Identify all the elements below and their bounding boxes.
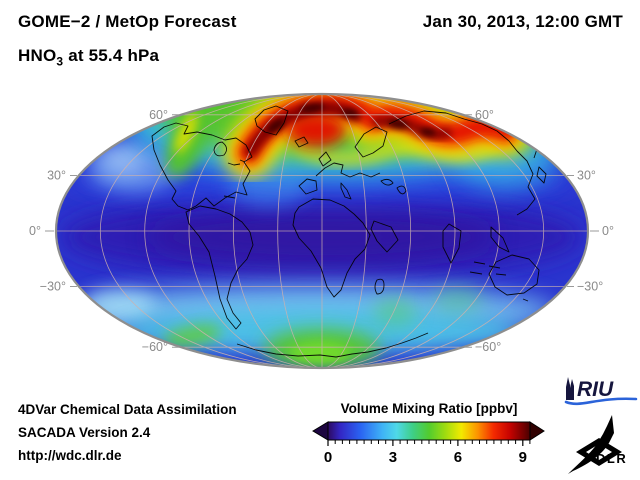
- page-title: GOME−2 / MetOp Forecast: [18, 12, 237, 32]
- dlr-arrow-icon: [568, 415, 614, 474]
- colorbar-title: Volume Mixing Ratio [ppbv]: [341, 401, 518, 416]
- lat-label-left-30n: 30°: [47, 169, 66, 183]
- lat-label-right-30s: −30°: [577, 280, 603, 294]
- lat-label-left-60s: −60°: [142, 340, 168, 354]
- dlr-logo: DLR: [568, 415, 627, 474]
- colorbar: Volume Mixing Ratio [ppbv] 0 3 6 9: [312, 401, 545, 466]
- riu-logo: RIU: [564, 377, 638, 406]
- datetime-label: Jan 30, 2013, 12:00 GMT: [422, 12, 623, 31]
- colorbar-left-arrow: [312, 421, 329, 441]
- species-subscript: 3: [56, 54, 64, 69]
- latitude-ticks: [45, 114, 599, 348]
- lat-label-right-0: 0°: [602, 224, 614, 238]
- colorbar-tick-6: 6: [454, 449, 462, 466]
- hno3-data-field: [56, 94, 588, 368]
- riu-logo-text: RIU: [577, 378, 614, 401]
- riu-wave-icon: [564, 397, 638, 406]
- lat-label-right-30n: 30°: [577, 169, 596, 183]
- lat-label-left-60n: 60°: [149, 108, 168, 122]
- page-subtitle: HNO3 at 55.4 hPa: [18, 46, 159, 68]
- lat-label-right-60n: 60°: [475, 108, 494, 122]
- footer-line-url: http://wdc.dlr.de: [18, 448, 122, 463]
- riu-cathedral-icon: [566, 377, 574, 400]
- title-line1: GOME−2 / MetOp Forecast: [18, 12, 237, 31]
- colorbar-gradient-bar: [327, 421, 531, 441]
- colorbar-major-ticks: [327, 440, 524, 446]
- coastlines: [151, 105, 547, 358]
- colorbar-tick-0: 0: [324, 449, 332, 466]
- map-boundary: [54, 92, 590, 370]
- footer-line-version: SACADA Version 2.4: [18, 425, 151, 440]
- latitude-labels: 60° 30° 0° −30° −60° 60° 30° 0° −30° −60…: [29, 108, 614, 354]
- colorbar-minor-ticks: [334, 440, 531, 444]
- colorbar-right-arrow: [529, 421, 545, 441]
- graticule: [56, 94, 588, 368]
- lat-label-left-0: 0°: [29, 224, 41, 238]
- footer-line-assimilation: 4DVar Chemical Data Assimilation: [18, 402, 237, 417]
- colorbar-tick-9: 9: [519, 449, 527, 466]
- dlr-logo-text: DLR: [596, 451, 627, 466]
- species-label: HNO: [18, 46, 57, 65]
- lat-label-right-60s: −60°: [475, 340, 501, 354]
- colorbar-tick-3: 3: [389, 449, 397, 466]
- level-label: at 55.4 hPa: [63, 46, 160, 65]
- lat-label-left-30s: −30°: [40, 280, 66, 294]
